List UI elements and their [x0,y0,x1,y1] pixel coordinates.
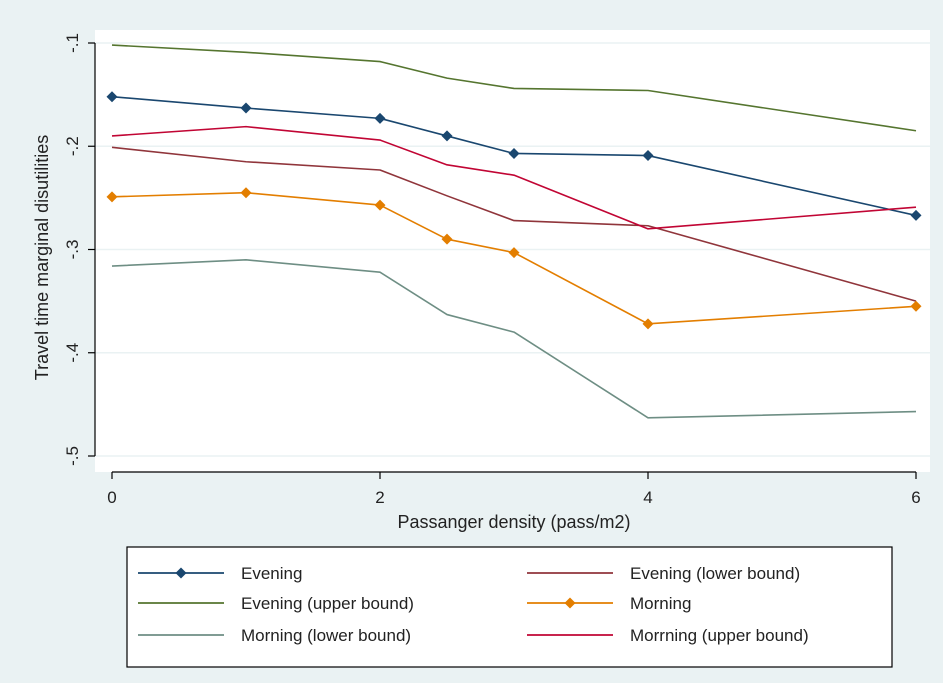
series-3 [106,187,922,330]
legend-marker-0 [175,567,187,579]
x-tick-label-1: 2 [375,488,384,507]
legend-item-1: Evening (lower bound) [527,564,800,583]
axes: -.1 -.2 -.3 -.4 -.5 0 2 4 6 [63,33,921,507]
legend-item-4: Morning (lower bound) [138,626,411,645]
series-1 [111,146,917,302]
series-3-point-2 [374,199,386,211]
y-tick-label-3: -.4 [63,343,82,363]
legend-label-3: Morning [630,594,691,613]
series-line-1 [111,146,917,302]
series-3-point-1 [240,187,252,199]
series-2 [111,44,917,132]
y-axis-title: Travel time marginal disutilities [32,135,52,380]
series-line-2 [111,44,917,132]
x-tick-label-2: 4 [643,488,652,507]
series-line-5 [111,125,917,230]
legend: Evening Evening (lower bound) Evening (upp… [126,546,893,668]
series-0-point-1 [240,102,252,114]
legend-label-4: Morning (lower bound) [241,626,411,645]
y-tick-label-1: -.2 [63,136,82,156]
series-3-point-0 [106,191,118,203]
y-tick-label-2: -.3 [63,240,82,260]
x-axis-title: Passanger density (pass/m2) [397,512,630,532]
y-tick-label-0: -.1 [63,33,82,53]
series-0 [106,91,922,221]
legend-item-3: Morning [527,594,691,613]
x-tick-label-0: 0 [107,488,116,507]
legend-marker-3 [564,597,576,609]
y-tick-label-4: -.5 [63,446,82,466]
series-3-point-6 [910,300,922,312]
series-0-point-4 [508,147,520,159]
series-0-point-6 [910,209,922,221]
series-layer [106,44,922,419]
legend-label-2: Evening (upper bound) [241,594,414,613]
legend-label-5: Morrning (upper bound) [630,626,809,645]
series-line-4 [111,259,917,419]
legend-box [126,546,893,668]
legend-item-2: Evening (upper bound) [138,594,414,613]
legend-item-5: Morrning (upper bound) [527,626,809,645]
series-0-point-0 [106,91,118,103]
series-0-point-3 [441,130,453,142]
x-tick-label-3: 6 [911,488,920,507]
legend-label-0: Evening [241,564,302,583]
series-3-point-4 [508,247,520,259]
series-5 [111,125,917,230]
legend-label-1: Evening (lower bound) [630,564,800,583]
series-0-point-2 [374,112,386,124]
series-3-point-3 [441,233,453,245]
series-0-point-5 [642,150,654,162]
series-4 [111,259,917,419]
series-3-point-5 [642,318,654,330]
legend-item-0: Evening [138,564,302,583]
